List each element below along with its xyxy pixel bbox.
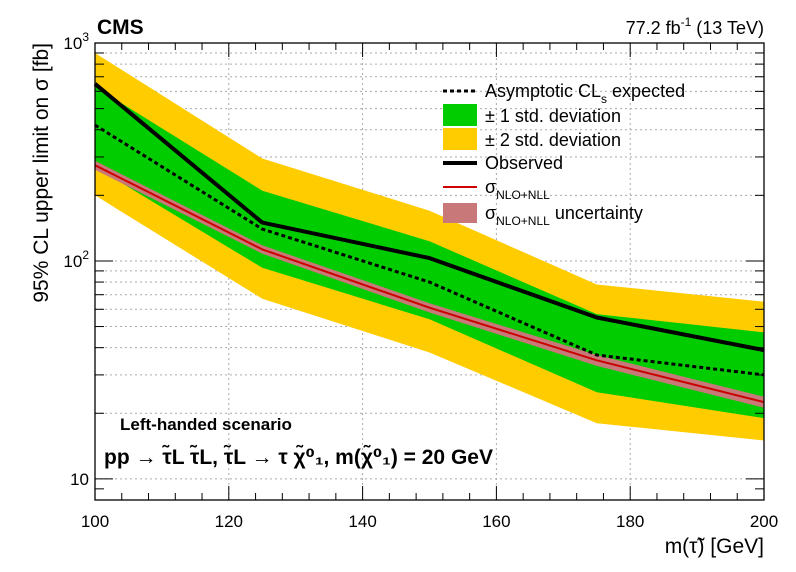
series-lines xyxy=(93,82,765,404)
x-tick-label: 100 xyxy=(81,512,109,531)
x-tick-label: 200 xyxy=(750,512,778,531)
luminosity-label: 77.2 fb-1 (13 TeV) xyxy=(626,15,764,38)
y-tick-label: 102 xyxy=(63,248,89,271)
legend-two-sigma-label: ± 2 std. deviation xyxy=(485,130,621,150)
y-axis-title: 95% CL upper limit on σ [fb] xyxy=(30,43,53,303)
xsec-line xyxy=(94,164,765,404)
plot-frame xyxy=(94,42,765,501)
expected-limit-line xyxy=(94,123,765,377)
legend-one-sigma-swatch xyxy=(443,104,477,126)
observed-limit-line xyxy=(93,82,765,353)
legend-expected-label: Asymptotic CLs expected xyxy=(485,81,685,106)
x-tick-label: 160 xyxy=(482,512,510,531)
legend-xsec-unc-label: σNLO+NLL uncertainty xyxy=(485,203,643,228)
one-sigma-band xyxy=(95,86,764,419)
legend-xsec-label: σNLO+NLL xyxy=(485,177,550,202)
xsec-uncertainty-band xyxy=(95,160,764,408)
y-tick-label: 103 xyxy=(63,30,89,53)
x-tick-label: 140 xyxy=(348,512,376,531)
axis-ticks: 100 120 140 160 180 200 10 102 103 xyxy=(63,30,778,531)
legend-xsec-unc-swatch xyxy=(443,203,477,223)
process-label: pp → τ̃L τ̃L, τ̃L → τ χ̃⁰₁, m(χ̃⁰₁) = 20… xyxy=(104,445,493,469)
x-tick-label: 120 xyxy=(215,512,243,531)
lumi-exponent: -1 xyxy=(681,15,692,29)
legend-one-sigma-label: ± 1 std. deviation xyxy=(485,106,621,126)
legend-observed-label: Observed xyxy=(485,153,563,173)
y-tick-label: 10 xyxy=(70,470,89,489)
experiment-label: CMS xyxy=(97,16,144,39)
scenario-label: Left-handed scenario xyxy=(120,415,292,434)
bands xyxy=(95,53,764,441)
x-axis-title: m(τ̃) [GeV] xyxy=(665,535,764,558)
legend-two-sigma-swatch xyxy=(443,128,477,150)
legend: Asymptotic CLs expected ± 1 std. deviati… xyxy=(443,81,685,228)
x-tick-label: 180 xyxy=(616,512,644,531)
